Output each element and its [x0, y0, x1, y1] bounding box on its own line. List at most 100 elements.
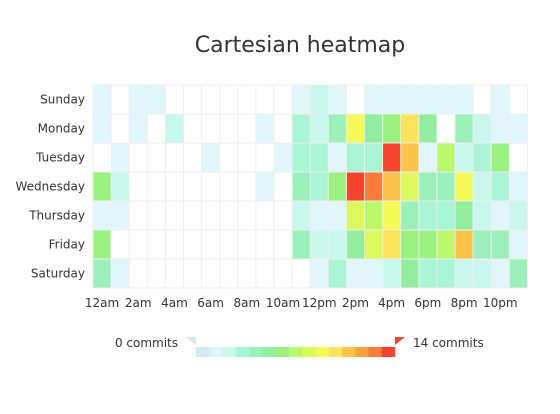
- heatmap-cell[interactable]: [509, 230, 528, 259]
- heatmap-cell[interactable]: [473, 259, 492, 288]
- heatmap-cell[interactable]: [364, 85, 383, 114]
- heatmap-cell[interactable]: [418, 259, 437, 288]
- heatmap-cell[interactable]: [201, 143, 220, 172]
- heatmap-cell[interactable]: [292, 85, 311, 114]
- heatmap-cell[interactable]: [93, 259, 112, 288]
- heatmap-cell[interactable]: [346, 259, 365, 288]
- heatmap-cell[interactable]: [255, 172, 274, 201]
- heatmap-cell[interactable]: [292, 230, 311, 259]
- heatmap-cell[interactable]: [93, 172, 112, 201]
- heatmap-cell[interactable]: [418, 85, 437, 114]
- heatmap-cell[interactable]: [400, 230, 419, 259]
- heatmap-cell[interactable]: [328, 85, 347, 114]
- heatmap-cell[interactable]: [455, 143, 474, 172]
- heatmap-cell[interactable]: [328, 230, 347, 259]
- heatmap-cell[interactable]: [455, 230, 474, 259]
- heatmap-cell[interactable]: [473, 230, 492, 259]
- heatmap-cell[interactable]: [292, 114, 311, 143]
- heatmap-cell[interactable]: [93, 230, 112, 259]
- heatmap-cell[interactable]: [491, 85, 510, 114]
- heatmap-cell[interactable]: [310, 85, 329, 114]
- heatmap-cell[interactable]: [400, 85, 419, 114]
- heatmap-cell[interactable]: [382, 114, 401, 143]
- heatmap-cell[interactable]: [129, 85, 148, 114]
- heatmap-cell[interactable]: [93, 114, 112, 143]
- heatmap-cell[interactable]: [491, 230, 510, 259]
- heatmap-cell[interactable]: [400, 201, 419, 230]
- heatmap-cell[interactable]: [473, 201, 492, 230]
- heatmap-cell[interactable]: [473, 172, 492, 201]
- heatmap-cell[interactable]: [310, 172, 329, 201]
- heatmap-cell[interactable]: [418, 172, 437, 201]
- heatmap-cell[interactable]: [111, 143, 130, 172]
- heatmap-cell[interactable]: [328, 201, 347, 230]
- heatmap-cell[interactable]: [491, 259, 510, 288]
- heatmap-cell[interactable]: [455, 114, 474, 143]
- heatmap-cell[interactable]: [255, 114, 274, 143]
- heatmap-cell[interactable]: [346, 230, 365, 259]
- heatmap-cell[interactable]: [364, 172, 383, 201]
- heatmap-cell[interactable]: [509, 172, 528, 201]
- heatmap-cell[interactable]: [455, 201, 474, 230]
- heatmap-cell[interactable]: [364, 201, 383, 230]
- heatmap-cell[interactable]: [93, 85, 112, 114]
- legend-min-handle[interactable]: [186, 337, 196, 345]
- heatmap-cell[interactable]: [346, 143, 365, 172]
- heatmap-cell[interactable]: [346, 114, 365, 143]
- heatmap-cell[interactable]: [382, 143, 401, 172]
- heatmap-cell[interactable]: [436, 230, 455, 259]
- heatmap-cell[interactable]: [436, 201, 455, 230]
- heatmap-cell[interactable]: [436, 259, 455, 288]
- heatmap-cell[interactable]: [364, 143, 383, 172]
- heatmap-cell[interactable]: [436, 85, 455, 114]
- heatmap-cell[interactable]: [509, 259, 528, 288]
- heatmap-cell[interactable]: [491, 143, 510, 172]
- heatmap-cell[interactable]: [418, 230, 437, 259]
- heatmap-cell[interactable]: [310, 114, 329, 143]
- heatmap-cell[interactable]: [111, 201, 130, 230]
- heatmap-cell[interactable]: [364, 230, 383, 259]
- heatmap-cell[interactable]: [292, 143, 311, 172]
- heatmap-cell[interactable]: [328, 114, 347, 143]
- heatmap-cell[interactable]: [292, 172, 311, 201]
- heatmap-cell[interactable]: [491, 114, 510, 143]
- heatmap-cell[interactable]: [455, 172, 474, 201]
- heatmap-cell[interactable]: [310, 230, 329, 259]
- heatmap-cell[interactable]: [436, 172, 455, 201]
- heatmap-cell[interactable]: [346, 201, 365, 230]
- heatmap-cell[interactable]: [509, 201, 528, 230]
- heatmap-cell[interactable]: [328, 259, 347, 288]
- heatmap-cell[interactable]: [274, 143, 293, 172]
- heatmap-cell[interactable]: [418, 143, 437, 172]
- heatmap-cell[interactable]: [382, 85, 401, 114]
- heatmap-cell[interactable]: [129, 114, 148, 143]
- heatmap-cell[interactable]: [328, 172, 347, 201]
- heatmap-cell[interactable]: [418, 201, 437, 230]
- heatmap-cell[interactable]: [436, 143, 455, 172]
- heatmap-cell[interactable]: [382, 259, 401, 288]
- heatmap-cell[interactable]: [491, 172, 510, 201]
- heatmap-cell[interactable]: [292, 201, 311, 230]
- heatmap-cell[interactable]: [364, 114, 383, 143]
- heatmap-cell[interactable]: [473, 114, 492, 143]
- heatmap-cell[interactable]: [310, 259, 329, 288]
- heatmap-cell[interactable]: [382, 201, 401, 230]
- legend-max-handle[interactable]: [395, 337, 405, 345]
- heatmap-cell[interactable]: [364, 259, 383, 288]
- heatmap-cell[interactable]: [400, 172, 419, 201]
- heatmap-cell[interactable]: [382, 172, 401, 201]
- heatmap-cell[interactable]: [455, 85, 474, 114]
- heatmap-cell[interactable]: [111, 259, 130, 288]
- heatmap-cell[interactable]: [328, 143, 347, 172]
- heatmap-cell[interactable]: [509, 114, 528, 143]
- heatmap-cell[interactable]: [418, 114, 437, 143]
- heatmap-cell[interactable]: [93, 201, 112, 230]
- heatmap-cell[interactable]: [455, 259, 474, 288]
- heatmap-cell[interactable]: [382, 230, 401, 259]
- heatmap-cell[interactable]: [400, 259, 419, 288]
- heatmap-cell[interactable]: [473, 143, 492, 172]
- heatmap-cell[interactable]: [346, 172, 365, 201]
- heatmap-cell[interactable]: [400, 114, 419, 143]
- heatmap-cell[interactable]: [310, 143, 329, 172]
- heatmap-cell[interactable]: [400, 143, 419, 172]
